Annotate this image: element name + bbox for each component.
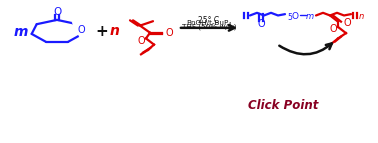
- Text: n: n: [359, 12, 364, 21]
- Text: O: O: [292, 12, 299, 21]
- Text: O: O: [344, 18, 352, 28]
- Text: O: O: [137, 36, 145, 46]
- Text: O: O: [329, 24, 337, 34]
- Text: O: O: [77, 24, 85, 34]
- Text: 25° C: 25° C: [198, 16, 220, 25]
- Text: +: +: [96, 24, 108, 39]
- Text: O: O: [53, 7, 61, 17]
- Text: BnOH/t-BuP₄: BnOH/t-BuP₄: [186, 20, 232, 26]
- Text: THF (50% w/w): THF (50% w/w): [182, 24, 236, 30]
- Text: n: n: [110, 24, 120, 38]
- Text: O: O: [257, 19, 265, 29]
- Text: 5: 5: [287, 13, 292, 22]
- Text: m: m: [306, 12, 314, 21]
- Text: m: m: [14, 25, 28, 39]
- Text: Click Point: Click Point: [248, 99, 319, 112]
- Text: O: O: [166, 28, 174, 38]
- FancyBboxPatch shape: [243, 92, 324, 119]
